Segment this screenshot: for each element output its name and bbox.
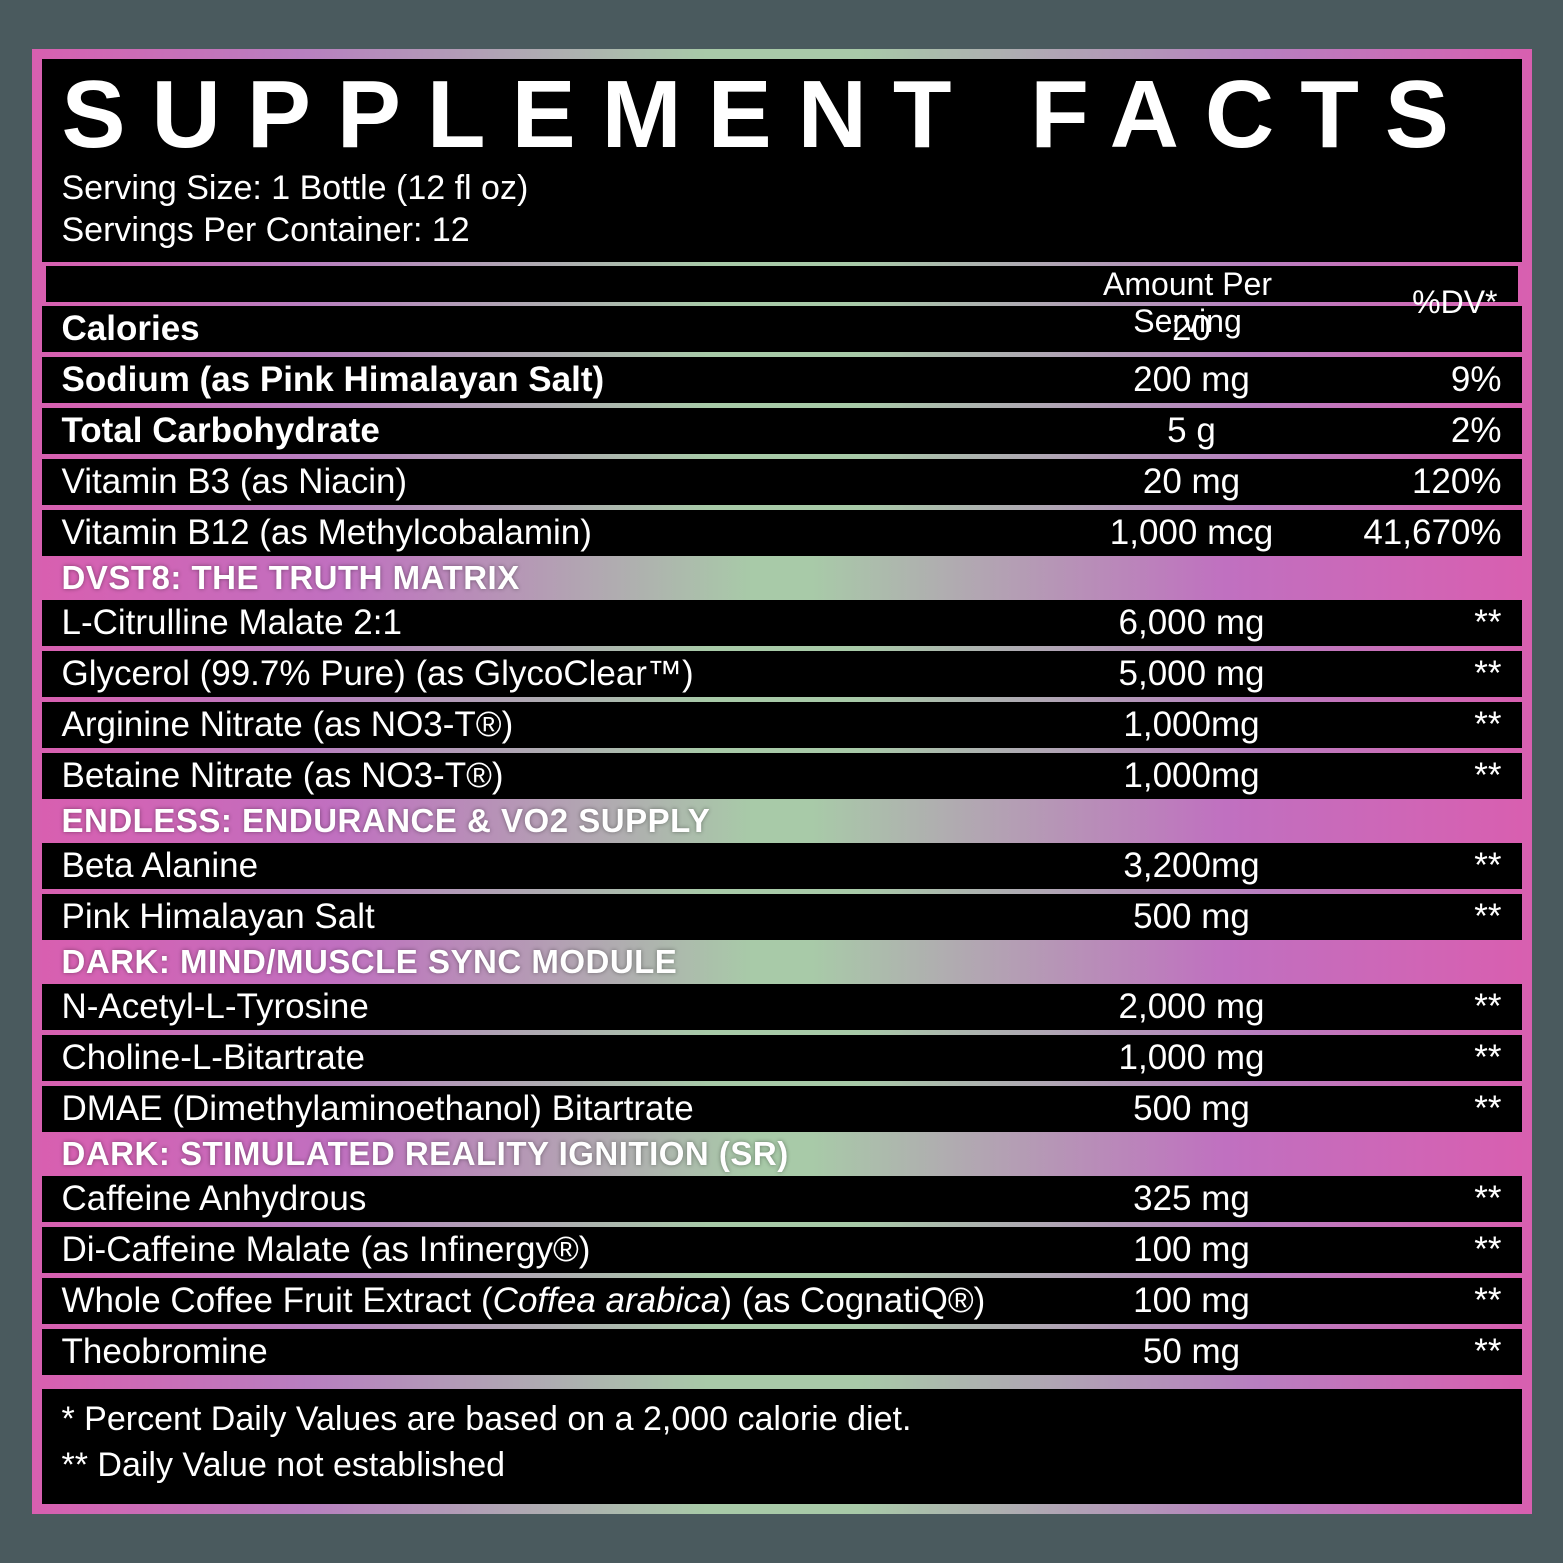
- nutrient-amount: 200 mg: [1052, 359, 1332, 401]
- section-title: ENDLESS: ENDURANCE & VO2 SUPPLY: [62, 802, 711, 840]
- sections-host: DVST8: THE TRUTH MATRIXL-Citrulline Mala…: [42, 556, 1522, 1375]
- ingredient-row: L-Citrulline Malate 2:16,000 mg**: [42, 600, 1522, 646]
- bottom-divider: [42, 1375, 1522, 1389]
- ingredient-amount: 100 mg: [1052, 1280, 1332, 1322]
- nutrient-dv: 120%: [1332, 461, 1502, 503]
- footnotes: * Percent Daily Values are based on a 2,…: [42, 1389, 1522, 1505]
- nutrient-name: Calories: [62, 308, 1052, 350]
- ingredient-dv: **: [1332, 653, 1502, 695]
- nutrient-dv: 2%: [1332, 410, 1502, 452]
- ingredient-amount: 1,000mg: [1052, 755, 1332, 797]
- servings-per-container: Servings Per Container: 12: [62, 209, 1502, 252]
- nutrient-name: Vitamin B3 (as Niacin): [62, 461, 1052, 503]
- ingredient-amount: 325 mg: [1052, 1178, 1332, 1220]
- ingredient-name: Betaine Nitrate (as NO3-T®): [62, 755, 1052, 797]
- ingredient-dv: **: [1332, 1229, 1502, 1271]
- nutrient-dv: 9%: [1332, 359, 1502, 401]
- serving-info: Serving Size: 1 Bottle (12 fl oz) Servin…: [42, 163, 1522, 262]
- header-dv: %DV*: [1328, 284, 1498, 321]
- supplement-facts-panel: SUPPLEMENT FACTS Serving Size: 1 Bottle …: [32, 49, 1532, 1515]
- ingredient-name: L-Citrulline Malate 2:1: [62, 602, 1052, 644]
- ingredient-name: Theobromine: [62, 1331, 1052, 1373]
- ingredient-name: Pink Himalayan Salt: [62, 896, 1052, 938]
- nutrient-row: Vitamin B12 (as Methylcobalamin)1,000 mc…: [42, 510, 1522, 556]
- footnote-1: * Percent Daily Values are based on a 2,…: [62, 1397, 1502, 1443]
- ingredient-dv: **: [1332, 1088, 1502, 1130]
- footnote-2: ** Daily Value not established: [62, 1443, 1502, 1489]
- ingredient-name: Choline-L-Bitartrate: [62, 1037, 1052, 1079]
- ingredient-name: N-Acetyl-L-Tyrosine: [62, 986, 1052, 1028]
- ingredient-row: Theobromine50 mg**: [42, 1329, 1522, 1375]
- nutrient-amount: 20 mg: [1052, 461, 1332, 503]
- section-header: DARK: MIND/MUSCLE SYNC MODULE: [42, 940, 1522, 984]
- ingredient-amount: 500 mg: [1052, 1088, 1332, 1130]
- ingredient-dv: **: [1332, 704, 1502, 746]
- ingredient-dv: **: [1332, 1178, 1502, 1220]
- nutrient-name: Sodium (as Pink Himalayan Salt): [62, 359, 1052, 401]
- nutrient-amount: 1,000 mcg: [1052, 512, 1332, 554]
- ingredient-name: Di-Caffeine Malate (as Infinergy®): [62, 1229, 1052, 1271]
- ingredient-dv: **: [1332, 1331, 1502, 1373]
- ingredient-amount: 1,000 mg: [1052, 1037, 1332, 1079]
- nutrient-dv: 41,670%: [1332, 512, 1502, 554]
- nutrient-row: Vitamin B3 (as Niacin)20 mg120%: [42, 459, 1522, 505]
- ingredient-row: Arginine Nitrate (as NO3-T®)1,000mg**: [42, 702, 1522, 748]
- ingredient-dv: **: [1332, 602, 1502, 644]
- ingredient-name: DMAE (Dimethylaminoethanol) Bitartrate: [62, 1088, 1052, 1130]
- ingredient-dv: **: [1332, 986, 1502, 1028]
- ingredient-amount: 3,200mg: [1052, 845, 1332, 887]
- section-header: DVST8: THE TRUTH MATRIX: [42, 556, 1522, 600]
- section-title: DARK: MIND/MUSCLE SYNC MODULE: [62, 943, 678, 981]
- ingredient-dv: **: [1332, 755, 1502, 797]
- ingredient-row: Whole Coffee Fruit Extract (Coffea arabi…: [42, 1278, 1522, 1324]
- ingredient-row: Beta Alanine3,200mg**: [42, 843, 1522, 889]
- ingredient-dv: **: [1332, 1037, 1502, 1079]
- column-headers: Amount Per Serving %DV*: [46, 266, 1518, 310]
- section-header: ENDLESS: ENDURANCE & VO2 SUPPLY: [42, 799, 1522, 843]
- ingredient-amount: 500 mg: [1052, 896, 1332, 938]
- ingredient-name: Glycerol (99.7% Pure) (as GlycoClear™): [62, 653, 1052, 695]
- panel-inner: SUPPLEMENT FACTS Serving Size: 1 Bottle …: [42, 59, 1522, 1505]
- section-title: DVST8: THE TRUTH MATRIX: [62, 559, 520, 597]
- nutrient-row: Sodium (as Pink Himalayan Salt)200 mg9%: [42, 357, 1522, 403]
- ingredient-name: Beta Alanine: [62, 845, 1052, 887]
- ingredient-row: N-Acetyl-L-Tyrosine2,000 mg**: [42, 984, 1522, 1030]
- nutrient-name: Total Carbohydrate: [62, 410, 1052, 452]
- ingredient-amount: 100 mg: [1052, 1229, 1332, 1271]
- ingredient-row: Betaine Nitrate (as NO3-T®)1,000mg**: [42, 753, 1522, 799]
- ingredient-name: Arginine Nitrate (as NO3-T®): [62, 704, 1052, 746]
- ingredient-dv: **: [1332, 845, 1502, 887]
- section-title: DARK: STIMULATED REALITY IGNITION (SR): [62, 1135, 789, 1173]
- ingredient-amount: 2,000 mg: [1052, 986, 1332, 1028]
- ingredient-row: Glycerol (99.7% Pure) (as GlycoClear™)5,…: [42, 651, 1522, 697]
- ingredient-amount: 6,000 mg: [1052, 602, 1332, 644]
- nutrient-row: Total Carbohydrate5 g2%: [42, 408, 1522, 454]
- section-header: DARK: STIMULATED REALITY IGNITION (SR): [42, 1132, 1522, 1176]
- ingredient-row: Caffeine Anhydrous325 mg**: [42, 1176, 1522, 1222]
- ingredient-amount: 1,000mg: [1052, 704, 1332, 746]
- ingredient-row: Choline-L-Bitartrate1,000 mg**: [42, 1035, 1522, 1081]
- ingredient-row: Pink Himalayan Salt500 mg**: [42, 894, 1522, 940]
- nutrient-amount: 5 g: [1052, 410, 1332, 452]
- ingredient-row: DMAE (Dimethylaminoethanol) Bitartrate50…: [42, 1086, 1522, 1132]
- header-bar: Amount Per Serving %DV*: [42, 262, 1522, 306]
- serving-size: Serving Size: 1 Bottle (12 fl oz): [62, 167, 1502, 210]
- ingredient-row: Di-Caffeine Malate (as Infinergy®)100 mg…: [42, 1227, 1522, 1273]
- ingredient-dv: **: [1332, 896, 1502, 938]
- nutrients-table: Calories20Sodium (as Pink Himalayan Salt…: [42, 306, 1522, 556]
- ingredient-amount: 50 mg: [1052, 1331, 1332, 1373]
- ingredient-amount: 5,000 mg: [1052, 653, 1332, 695]
- ingredient-name: Whole Coffee Fruit Extract (Coffea arabi…: [62, 1280, 1052, 1322]
- ingredient-name: Caffeine Anhydrous: [62, 1178, 1052, 1220]
- nutrient-name: Vitamin B12 (as Methylcobalamin): [62, 512, 1052, 554]
- panel-title: SUPPLEMENT FACTS: [42, 59, 1522, 163]
- ingredient-dv: **: [1332, 1280, 1502, 1322]
- nutrient-row: Calories20: [42, 306, 1522, 352]
- nutrient-amount: 20: [1052, 308, 1332, 350]
